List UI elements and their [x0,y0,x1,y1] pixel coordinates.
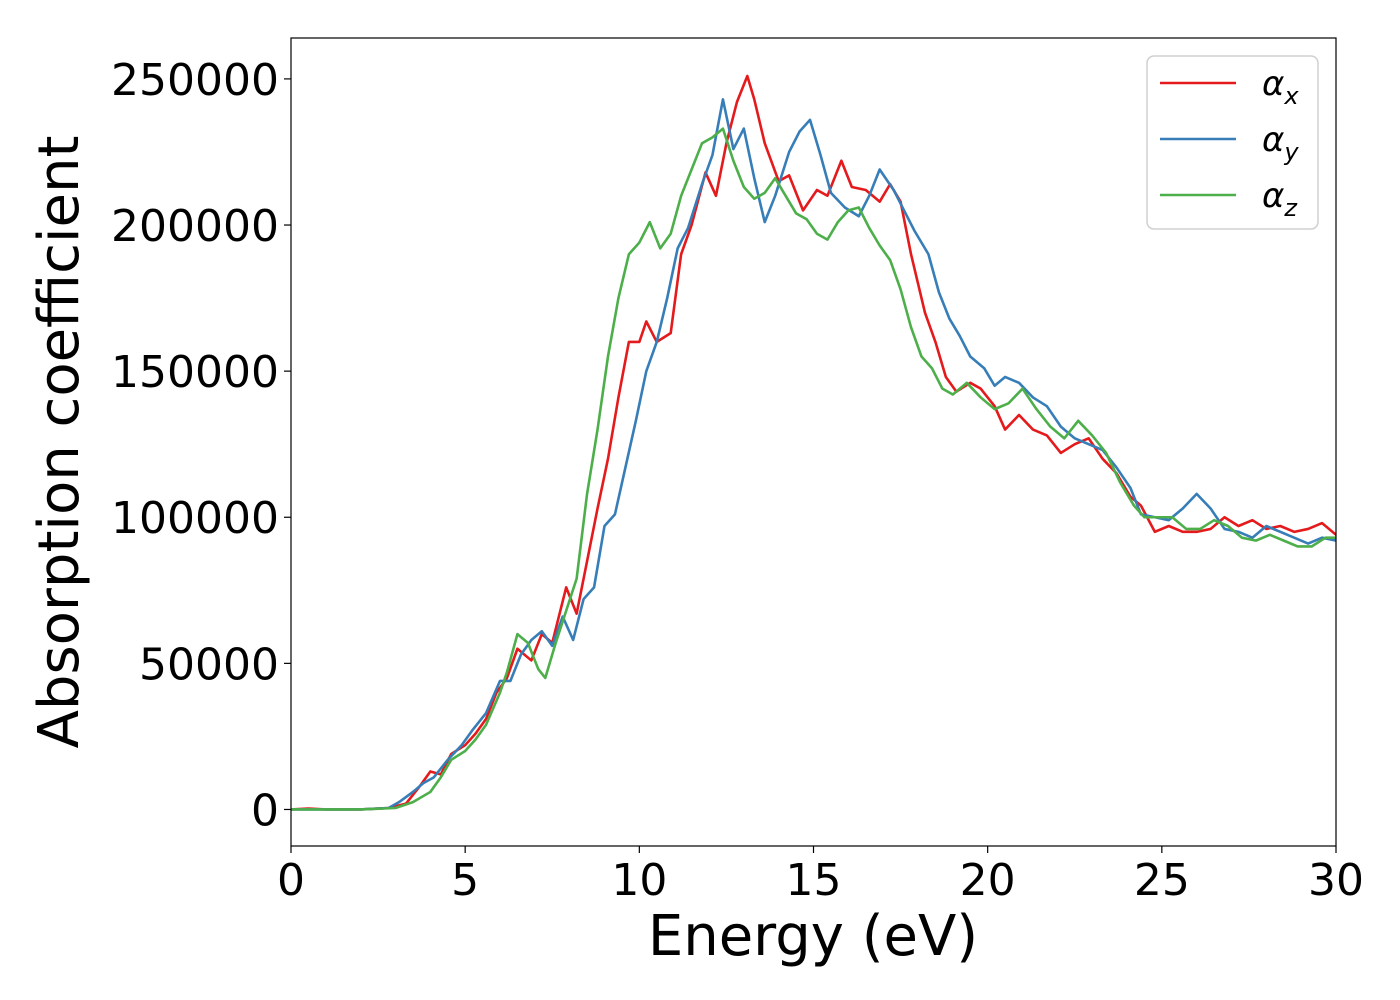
y-tick-label: 250000 [111,55,279,106]
legend-symbol: α [1262,64,1284,104]
legend-symbol: α [1262,120,1284,160]
y-axis-ticks: 0 50000 100000 150000 200000 250000 [111,55,291,836]
x-tick-label: 20 [960,855,1016,906]
legend-symbol: α [1262,176,1284,216]
series-layer [291,74,1336,811]
legend-subscript: x [1283,82,1299,110]
y-tick-label: 100000 [111,493,279,544]
series-line-z [291,127,1336,811]
legend-label-x: αx [1262,64,1299,110]
x-tick-label: 0 [277,855,305,906]
x-tick-label: 5 [451,855,479,906]
y-tick-label: 0 [251,785,279,836]
y-tick-label: 50000 [139,639,279,690]
legend-subscript: y [1283,138,1299,166]
x-axis-title: Energy (eV) [648,904,978,969]
legend-label-z: αz [1262,176,1298,222]
x-tick-label: 15 [786,855,842,906]
x-tick-label: 25 [1134,855,1190,906]
x-axis-ticks: 0 5 10 15 20 25 30 [277,846,1364,906]
x-tick-label: 10 [611,855,667,906]
x-tick-label: 30 [1308,855,1364,906]
y-axis-title: Absorption coefficient [27,136,92,749]
legend-label-y: αy [1262,120,1299,166]
y-tick-label: 200000 [111,201,279,252]
y-tick-label: 150000 [111,347,279,398]
legend-box [1146,55,1319,230]
legend-subscript: z [1283,194,1298,222]
